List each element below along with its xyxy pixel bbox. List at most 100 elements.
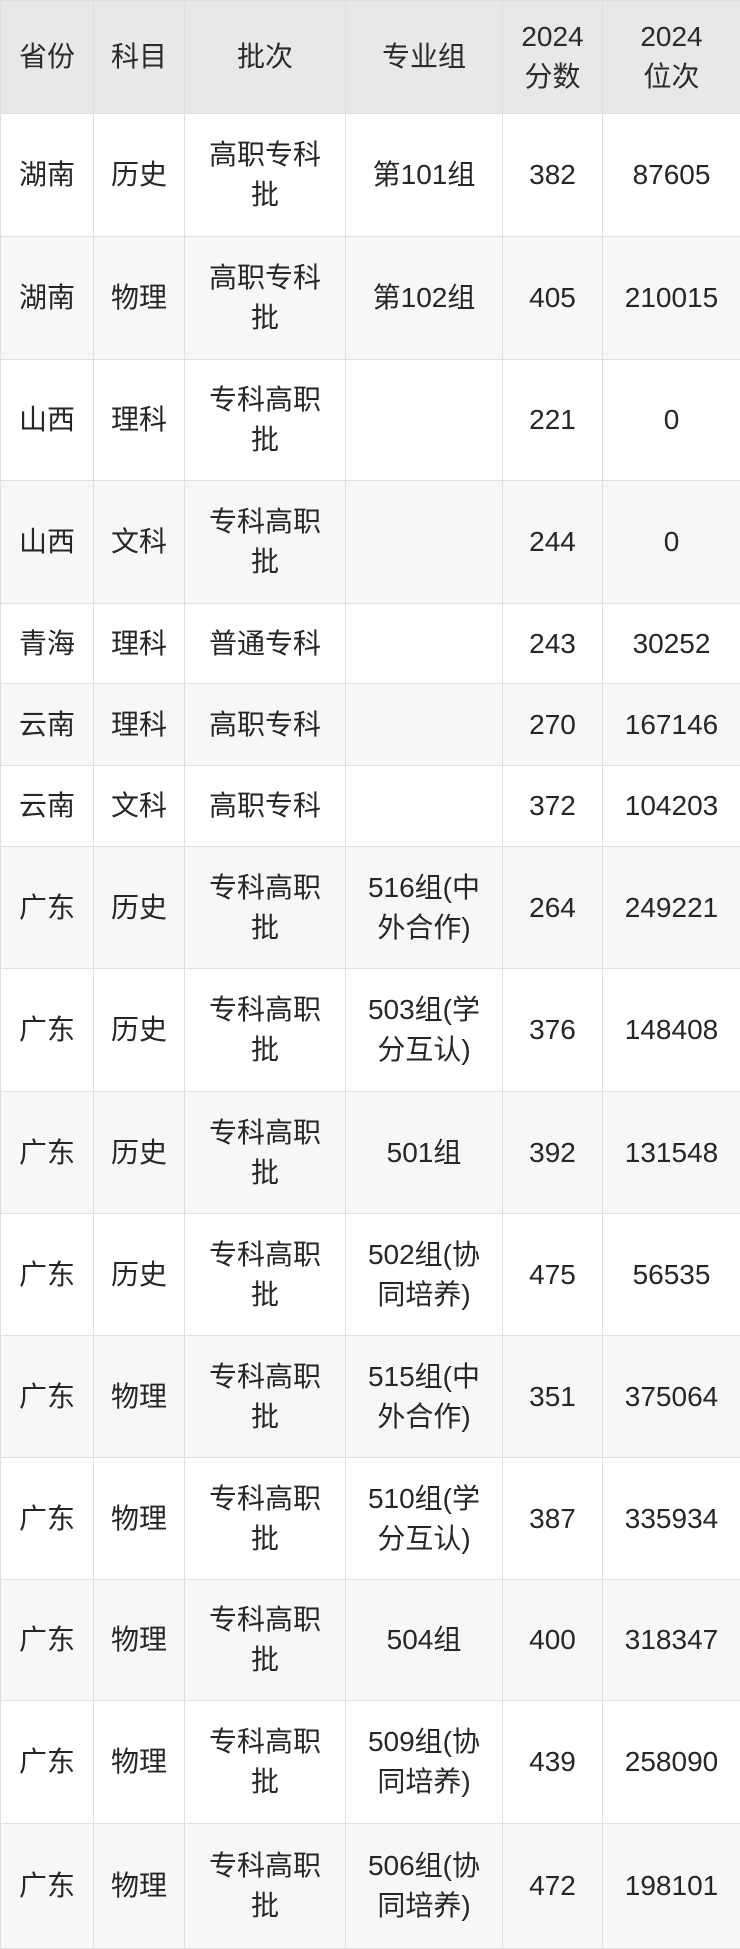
cell-subject: 物理 <box>94 1336 185 1458</box>
cell-group: 501组 <box>346 1092 503 1214</box>
table-row: 广东 物理 专科高职批 509组(协同培养) 439 258090 <box>1 1701 740 1824</box>
cell-subject: 物理 <box>94 1458 185 1580</box>
cell-province: 广东 <box>1 1824 94 1949</box>
cell-batch: 专科高职批 <box>185 1458 346 1580</box>
cell-score: 387 <box>503 1458 603 1580</box>
cell-rank: 56535 <box>603 1214 740 1336</box>
table-row: 山西 理科 专科高职批 221 0 <box>1 360 740 481</box>
cell-province: 山西 <box>1 360 94 481</box>
cell-group: 502组(协同培养) <box>346 1214 503 1336</box>
cell-rank: 258090 <box>603 1701 740 1824</box>
cell-province: 广东 <box>1 1701 94 1824</box>
header-cell-group: 专业组 <box>346 1 503 114</box>
cell-score: 270 <box>503 684 603 766</box>
cell-province: 广东 <box>1 847 94 969</box>
table-row: 广东 物理 专科高职批 515组(中外合作) 351 375064 <box>1 1336 740 1458</box>
cell-batch: 高职专科批 <box>185 114 346 237</box>
cell-group: 503组(学分互认) <box>346 969 503 1092</box>
cell-group <box>346 684 503 766</box>
cell-batch: 普通专科 <box>185 604 346 684</box>
cell-subject: 历史 <box>94 969 185 1092</box>
cell-score: 351 <box>503 1336 603 1458</box>
cell-subject: 物理 <box>94 1580 185 1701</box>
cell-rank: 87605 <box>603 114 740 237</box>
header-cell-subject: 科目 <box>94 1 185 114</box>
cell-subject: 物理 <box>94 1701 185 1824</box>
cell-province: 山西 <box>1 481 94 604</box>
cell-group: 515组(中外合作) <box>346 1336 503 1458</box>
cell-subject: 文科 <box>94 481 185 604</box>
cell-batch: 专科高职批 <box>185 481 346 604</box>
cell-province: 广东 <box>1 1458 94 1580</box>
cell-batch: 专科高职批 <box>185 969 346 1092</box>
cell-score: 400 <box>503 1580 603 1701</box>
table-header: 省份 科目 批次 专业组 2024 分数 2024 位次 <box>1 1 740 114</box>
cell-score: 382 <box>503 114 603 237</box>
cell-batch: 专科高职批 <box>185 847 346 969</box>
cell-batch: 高职专科 <box>185 766 346 847</box>
table-row: 广东 物理 专科高职批 504组 400 318347 <box>1 1580 740 1701</box>
cell-subject: 历史 <box>94 1214 185 1336</box>
cell-score: 264 <box>503 847 603 969</box>
cell-score: 405 <box>503 237 603 360</box>
cell-rank: 131548 <box>603 1092 740 1214</box>
table-row: 广东 历史 专科高职批 501组 392 131548 <box>1 1092 740 1214</box>
header-cell-batch: 批次 <box>185 1 346 114</box>
cell-rank: 0 <box>603 360 740 481</box>
table-row: 青海 理科 普通专科 243 30252 <box>1 604 740 684</box>
cell-group <box>346 604 503 684</box>
cell-score: 376 <box>503 969 603 1092</box>
cell-batch: 专科高职批 <box>185 1701 346 1824</box>
table-row: 云南 理科 高职专科 270 167146 <box>1 684 740 766</box>
cell-province: 云南 <box>1 766 94 847</box>
table-row: 湖南 物理 高职专科批 第102组 405 210015 <box>1 237 740 360</box>
cell-group <box>346 360 503 481</box>
cell-province: 广东 <box>1 1580 94 1701</box>
cell-province: 湖南 <box>1 114 94 237</box>
header-cell-rank: 2024 位次 <box>603 1 740 114</box>
cell-group: 509组(协同培养) <box>346 1701 503 1824</box>
cell-subject: 文科 <box>94 766 185 847</box>
cell-subject: 理科 <box>94 684 185 766</box>
cell-rank: 104203 <box>603 766 740 847</box>
cell-batch: 专科高职批 <box>185 360 346 481</box>
cell-subject: 理科 <box>94 604 185 684</box>
cell-province: 广东 <box>1 1092 94 1214</box>
cell-batch: 专科高职批 <box>185 1092 346 1214</box>
cell-rank: 0 <box>603 481 740 604</box>
cell-group: 504组 <box>346 1580 503 1701</box>
cell-score: 472 <box>503 1824 603 1949</box>
cell-score: 244 <box>503 481 603 604</box>
header-cell-province: 省份 <box>1 1 94 114</box>
cell-rank: 198101 <box>603 1824 740 1949</box>
cell-score: 243 <box>503 604 603 684</box>
cell-rank: 375064 <box>603 1336 740 1458</box>
cell-province: 云南 <box>1 684 94 766</box>
cell-group <box>346 481 503 604</box>
cell-group <box>346 766 503 847</box>
cell-rank: 148408 <box>603 969 740 1092</box>
table-row: 广东 历史 专科高职批 502组(协同培养) 475 56535 <box>1 1214 740 1336</box>
cell-score: 221 <box>503 360 603 481</box>
cell-subject: 理科 <box>94 360 185 481</box>
cell-batch: 高职专科 <box>185 684 346 766</box>
cell-group: 510组(学分互认) <box>346 1458 503 1580</box>
cell-group: 第102组 <box>346 237 503 360</box>
cell-score: 392 <box>503 1092 603 1214</box>
cell-group: 516组(中外合作) <box>346 847 503 969</box>
cell-rank: 335934 <box>603 1458 740 1580</box>
cell-group: 第101组 <box>346 114 503 237</box>
table-row: 广东 历史 专科高职批 503组(学分互认) 376 148408 <box>1 969 740 1092</box>
cell-rank: 210015 <box>603 237 740 360</box>
cell-batch: 高职专科批 <box>185 237 346 360</box>
cell-subject: 物理 <box>94 1824 185 1949</box>
cell-subject: 历史 <box>94 1092 185 1214</box>
cell-subject: 历史 <box>94 847 185 969</box>
cell-rank: 249221 <box>603 847 740 969</box>
cell-subject: 物理 <box>94 237 185 360</box>
table-row: 山西 文科 专科高职批 244 0 <box>1 481 740 604</box>
cell-score: 372 <box>503 766 603 847</box>
cell-province: 广东 <box>1 1336 94 1458</box>
cell-batch: 专科高职批 <box>185 1824 346 1949</box>
